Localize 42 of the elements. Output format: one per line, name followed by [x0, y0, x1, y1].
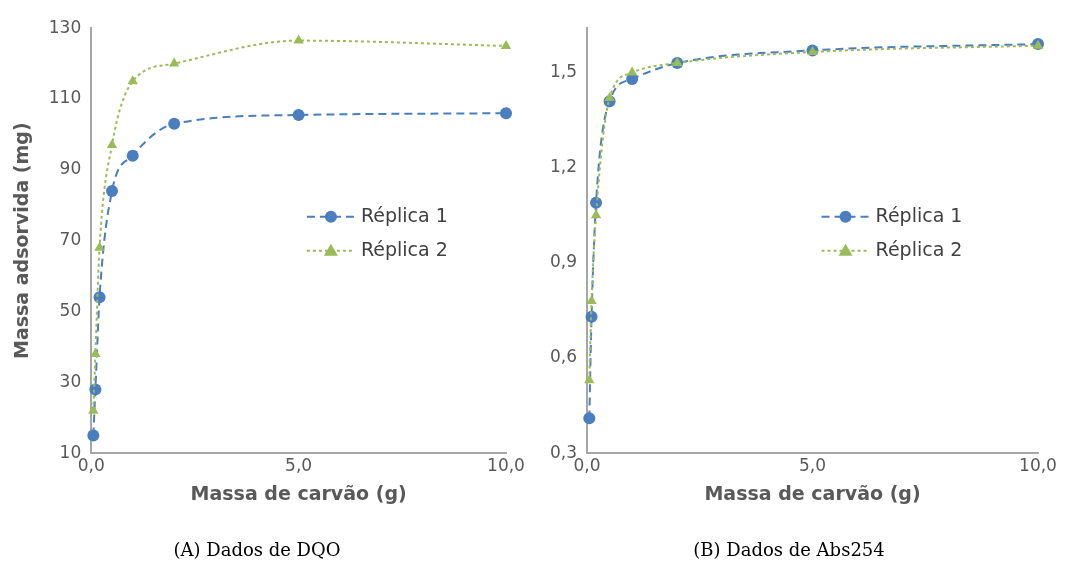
y-tick-label: 0,9 [549, 251, 578, 272]
y-tick-label: 1,5 [549, 61, 578, 82]
legend-label: Réplica 2 [360, 237, 448, 260]
x-tick-label: 10,0 [1019, 454, 1057, 475]
point [127, 75, 138, 85]
y-tick-label: 90 [59, 158, 82, 179]
point [604, 91, 615, 101]
point [626, 66, 638, 76]
x-tick-label: 5,0 [798, 454, 827, 475]
point [126, 149, 139, 162]
point [169, 57, 180, 67]
point [590, 209, 602, 219]
legend-label: Réplica 1 [360, 203, 448, 226]
legend-label: Réplica 2 [875, 237, 963, 260]
text: (A) Dados de DQO [173, 538, 341, 560]
point [87, 429, 100, 442]
point [106, 139, 118, 149]
legend-label: Réplica 1 [875, 203, 963, 226]
point [500, 39, 512, 49]
point [500, 107, 512, 120]
point [88, 404, 99, 414]
y-tick-label: 70 [59, 229, 82, 250]
point [168, 117, 181, 130]
point [292, 108, 305, 121]
point [583, 412, 596, 425]
y-tick-label: 1,2 [549, 156, 578, 177]
text: (B) Dados de Abs254 [693, 538, 885, 560]
point [584, 374, 595, 384]
point [105, 185, 118, 198]
y-tick-label: 50 [59, 299, 82, 320]
x-axis-title: Massa de carvão (g) [704, 481, 921, 504]
point [293, 34, 304, 44]
y-tick-label: 110 [48, 87, 82, 108]
point [94, 241, 105, 251]
y-tick-label: 130 [48, 16, 82, 37]
point [90, 348, 101, 358]
x-axis-title: Massa de carvão (g) [190, 481, 407, 504]
x-tick-label: 10,0 [487, 454, 525, 475]
y-tick-label: 30 [59, 370, 82, 391]
y-tick-label: 0,6 [549, 346, 578, 367]
x-tick-label: 5,0 [285, 454, 313, 475]
y-axis-title: Massa adsorvida (mg) [10, 122, 33, 360]
